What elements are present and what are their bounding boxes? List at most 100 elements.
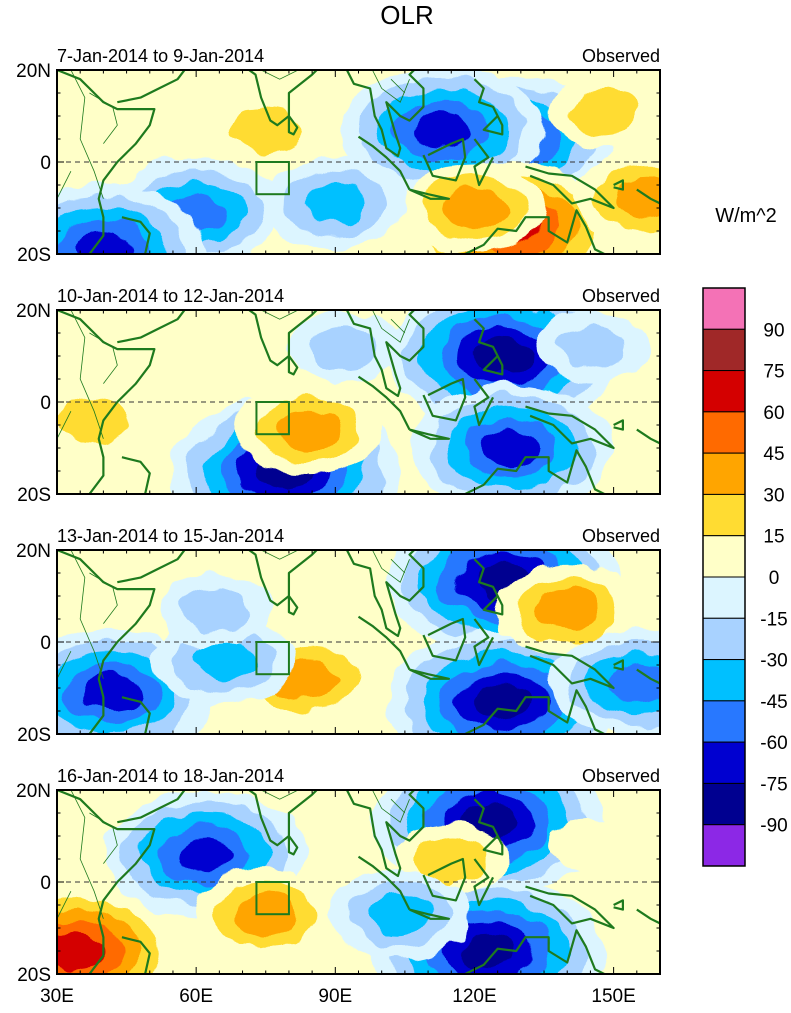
coastline-madagascar <box>121 216 151 254</box>
panel-source-label: Observed <box>582 766 660 786</box>
country-border <box>70 70 104 199</box>
coastline-sumatra <box>357 135 411 191</box>
anomaly-contour-level <box>230 107 301 152</box>
colorbar-tick-label: 75 <box>763 362 784 383</box>
coastline-taiwan <box>474 527 482 541</box>
panel-source-label: Observed <box>582 286 660 306</box>
coastline-java <box>409 668 451 680</box>
coastline-new-guinea <box>525 885 615 930</box>
anomaly-contour-level <box>555 324 626 369</box>
coastline-sri-lanka <box>287 595 299 616</box>
coastline-africa <box>57 70 156 254</box>
coastline-solomon-islands <box>636 428 660 445</box>
y-tick-label: 0 <box>40 393 51 414</box>
map-panel-3: 20N 0 20S 13-Jan-2014 to 15-Jan-2014 Observe… <box>16 526 661 746</box>
index-region-box <box>255 881 290 916</box>
country-border <box>89 332 118 384</box>
panel-source-label: Observed <box>582 46 660 66</box>
coastline-sri-lanka <box>287 355 299 376</box>
coastlines <box>57 287 660 494</box>
coastline-sri-lanka <box>287 835 299 856</box>
country-border <box>260 550 300 560</box>
anomaly-contour-level <box>535 589 600 630</box>
olr-field <box>57 790 660 974</box>
anomaly-contour-level <box>482 429 541 467</box>
country-borders <box>57 70 410 199</box>
anomaly-contour-level <box>548 818 633 872</box>
coastline-australia <box>441 929 605 974</box>
colorbar-tick-label: 90 <box>763 320 784 341</box>
colorbar-segment <box>702 287 746 330</box>
country-border <box>70 310 104 439</box>
coastline-java <box>409 188 451 200</box>
y-tick-label: 20N <box>16 61 51 82</box>
colorbar-segment <box>702 741 746 784</box>
colorbar-tick-label: 0 <box>769 568 780 589</box>
coastline-madagascar <box>121 936 151 974</box>
y-tick-label: 20N <box>16 781 51 802</box>
coastline-philippines <box>473 78 504 136</box>
colorbar-segment <box>702 328 746 372</box>
colorbar-tick-label: 45 <box>763 444 784 465</box>
country-border <box>57 891 72 919</box>
coastline-solomon-islands <box>636 908 660 925</box>
anomaly-contour-level <box>442 187 507 229</box>
x-tick-label: 90E <box>318 986 352 1007</box>
coastline-india <box>247 550 319 607</box>
coastline-southeast-asia <box>345 790 425 878</box>
coastline-sumatra <box>357 855 411 911</box>
anomaly-contour-level <box>83 674 142 711</box>
index-region-box <box>255 401 290 436</box>
country-borders <box>57 790 410 919</box>
country-border <box>390 558 406 574</box>
coastline-taiwan <box>474 287 482 301</box>
colorbar-segment <box>702 659 746 702</box>
country-border <box>372 550 410 583</box>
coastline-sri-lanka <box>287 115 299 136</box>
coastline-new-guinea <box>525 405 615 450</box>
colorbar-tick-label: 15 <box>763 527 784 548</box>
anomaly-contour-level <box>192 640 256 681</box>
colorbar-tick-label: -30 <box>760 651 787 672</box>
coastline-australia <box>441 449 605 494</box>
coastlines <box>57 527 660 734</box>
tick-marks <box>56 789 661 975</box>
colorbar-tick-label: -45 <box>760 692 787 713</box>
coastline-arabia <box>117 310 186 344</box>
anomaly-contour-level <box>460 933 517 969</box>
y-tick-label: 0 <box>40 153 51 174</box>
coastline-arabia <box>117 70 186 104</box>
panel-period-label: 16-Jan-2014 to 18-Jan-2014 <box>57 766 284 786</box>
country-border <box>70 550 104 679</box>
coastline-taiwan <box>474 47 482 61</box>
coastline-africa <box>57 550 156 734</box>
country-border <box>390 318 406 334</box>
coastlines <box>57 790 660 974</box>
coastline-new-guinea <box>525 165 615 210</box>
coastline-madagascar <box>121 456 151 494</box>
colorbar-segment <box>702 617 746 661</box>
y-tick-label: 0 <box>40 873 51 894</box>
country-border <box>260 70 300 80</box>
coastline-java <box>409 908 451 920</box>
country-borders <box>57 310 410 439</box>
coastline-sulawesi <box>473 138 494 187</box>
coastline-india <box>247 310 319 367</box>
colorbar-tick-label: 60 <box>763 403 784 424</box>
coastline-madagascar <box>121 696 151 734</box>
panel-period-label: 13-Jan-2014 to 15-Jan-2014 <box>57 526 284 546</box>
anomaly-contour-level <box>74 231 133 254</box>
country-borders <box>57 550 410 679</box>
colorbar-segment <box>702 411 746 454</box>
coastline-new-guinea <box>525 645 615 690</box>
coastline-southeast-asia <box>345 550 425 638</box>
colorbar-tick-label: -15 <box>760 609 787 630</box>
country-border <box>57 651 72 679</box>
anomaly-contour-level <box>57 932 105 970</box>
country-border <box>57 171 72 199</box>
coastline-borneo <box>422 617 467 662</box>
x-tick-label: 120E <box>452 986 496 1007</box>
anomaly-contour-level <box>413 111 471 149</box>
